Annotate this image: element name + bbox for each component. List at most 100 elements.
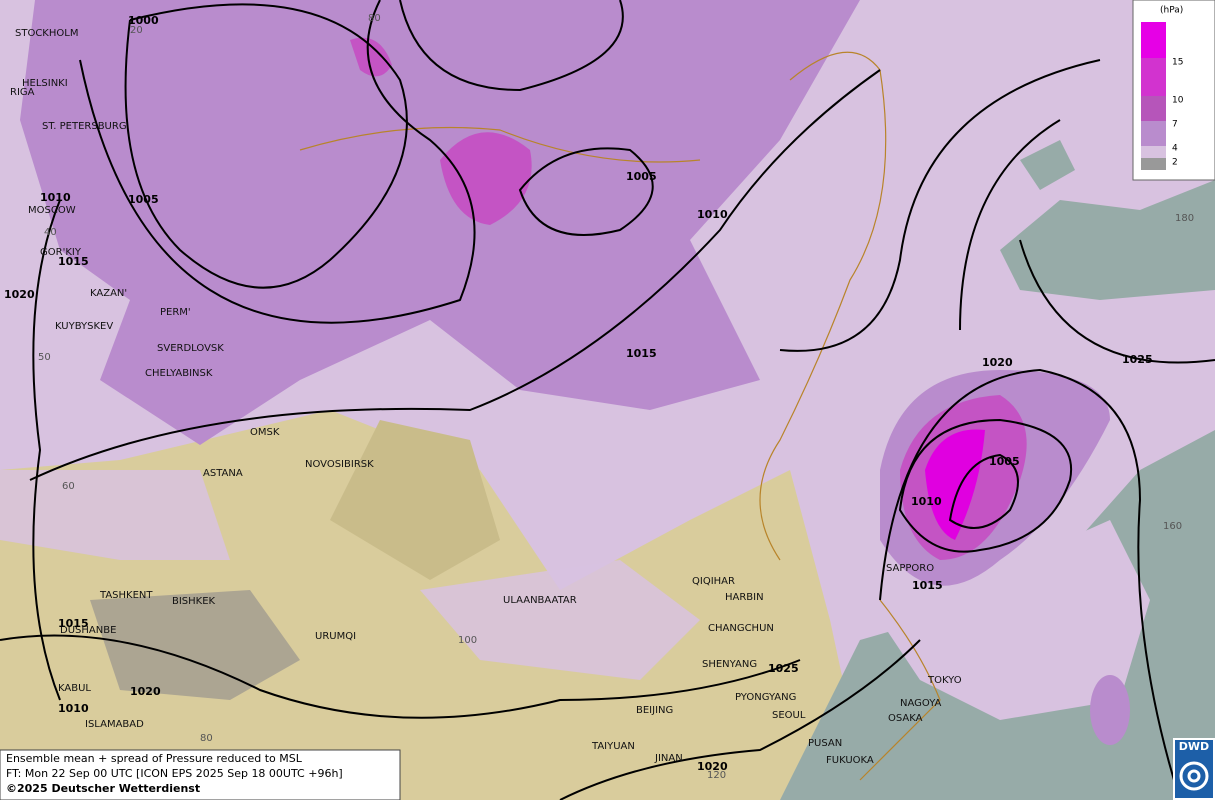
isobar: [779, 59, 1101, 352]
legend-swatch: [1141, 121, 1166, 146]
grid-label: 40: [44, 227, 57, 238]
spread-area-high: [440, 132, 532, 225]
footer-line: ©2025 Deutscher Wetterdienst: [6, 782, 200, 795]
city-label: JINAN: [654, 753, 683, 764]
legend-label: 7: [1172, 120, 1178, 130]
grid-label: 100: [458, 635, 477, 646]
city-label: OMSK: [250, 427, 280, 438]
city-label: NOVOSIBIRSK: [305, 459, 374, 470]
isobar: [29, 69, 881, 481]
terrain: [0, 410, 860, 800]
coastline: [759, 51, 887, 561]
city-label: TASHKENT: [99, 590, 153, 601]
city-label: SAPPORO: [886, 563, 934, 574]
grid-label: 120: [707, 770, 726, 781]
city-label: ASTANA: [203, 468, 243, 479]
ocean: [1000, 180, 1215, 300]
isobar-label: 1020: [697, 760, 728, 773]
spread-area: [420, 560, 700, 680]
city-label: RIGA: [10, 87, 35, 98]
isobar: [559, 639, 921, 800]
city-label: URUMQI: [315, 631, 356, 642]
legend-swatch: [1141, 58, 1166, 96]
isobar-label: 1015: [626, 347, 657, 360]
city-label: GOR'KIY: [40, 247, 82, 258]
city-label: ST. PETERSBURG: [42, 121, 127, 132]
city-label: HARBIN: [725, 592, 764, 603]
city-label: NAGOYA: [900, 698, 942, 709]
coastline: [299, 126, 941, 781]
spread-area: [1090, 675, 1130, 745]
city-label: FUKUOKA: [826, 755, 874, 766]
grid-label: 60: [62, 481, 75, 492]
city-label: MOSCOW: [28, 205, 76, 216]
city-label: DUSHANBE: [60, 625, 116, 636]
isobar-label: 1000: [128, 14, 159, 27]
logo-icon: [1179, 761, 1209, 791]
footer-box: [0, 749, 401, 800]
city-label: HELSINKI: [22, 78, 68, 89]
isobar-label: 1020: [130, 685, 161, 698]
city-label: SVERDLOVSK: [157, 343, 224, 354]
isobar: [32, 199, 61, 701]
city-label: TAIYUAN: [591, 741, 635, 752]
city-label: PYONGYANG: [735, 692, 796, 703]
legend-label: 10: [1172, 96, 1184, 106]
isobar: [124, 3, 408, 289]
city-label: ULAANBAATAR: [503, 595, 577, 606]
isobar-label: 1020: [982, 356, 1013, 369]
city-label: PERM': [160, 307, 191, 318]
legend-unit: (hPa): [1160, 6, 1183, 16]
spread-area: [20, 0, 860, 445]
isobar-label: 1015: [58, 617, 89, 630]
legend-swatch: [1141, 158, 1166, 170]
legend-swatch: [1141, 146, 1166, 158]
isobar-label: 1010: [58, 702, 89, 715]
legend-label: 15: [1172, 58, 1183, 68]
isobar-label: 1005: [128, 193, 159, 206]
city-label: TOKYO: [927, 675, 962, 686]
isobar: [399, 0, 624, 92]
isobar-label: 1015: [58, 255, 89, 268]
isobar: [948, 453, 1019, 529]
logo-text: DWD: [1179, 740, 1209, 753]
city-label: ISLAMABAD: [85, 719, 144, 730]
legend-swatch: [1141, 96, 1166, 121]
spread-area: [880, 520, 1150, 720]
logo-icon: [1187, 769, 1201, 783]
city-label: KUYBYSKEV: [55, 321, 113, 332]
grid-label: 80: [200, 733, 213, 744]
legend-labels: 15 10 7 4 2: [1172, 58, 1184, 168]
isobar-label: 1020: [4, 288, 35, 301]
footer: Ensemble mean + spread of Pressure reduc…: [6, 752, 343, 795]
ocean: [1020, 140, 1075, 190]
spread-area-max: [925, 429, 985, 540]
isobar: [518, 147, 654, 236]
city-label: PUSAN: [808, 738, 842, 749]
spread-area: [0, 470, 230, 560]
city-label: CHELYABINSK: [145, 368, 213, 379]
city-label: KAZAN': [90, 288, 127, 299]
city-label: OSAKA: [888, 713, 923, 724]
isobar-label: 1025: [1122, 353, 1153, 366]
isobar: [879, 368, 1181, 800]
isobar: [0, 634, 801, 719]
grid-label: 80: [368, 13, 381, 24]
mountains: [90, 590, 300, 700]
isobar-label: 1025: [768, 662, 799, 675]
grid-label: 50: [38, 352, 51, 363]
footer-line: FT: Mon 22 Sep 00 UTC [ICON EPS 2025 Sep…: [6, 767, 343, 780]
city-label: CHANGCHUN: [708, 623, 774, 634]
city-label: STOCKHOLM: [15, 28, 78, 39]
city-label: SHENYANG: [702, 659, 757, 670]
city-label: QIQIHAR: [692, 576, 735, 587]
footer-line: Ensemble mean + spread of Pressure reduc…: [6, 752, 303, 765]
grid-label: 180: [1175, 213, 1194, 224]
isobar-label: 1005: [989, 455, 1020, 468]
grid-label: 160: [1163, 521, 1182, 532]
isobar-label: 1015: [912, 579, 943, 592]
terrain: [330, 420, 500, 580]
isobar: [959, 119, 1215, 364]
